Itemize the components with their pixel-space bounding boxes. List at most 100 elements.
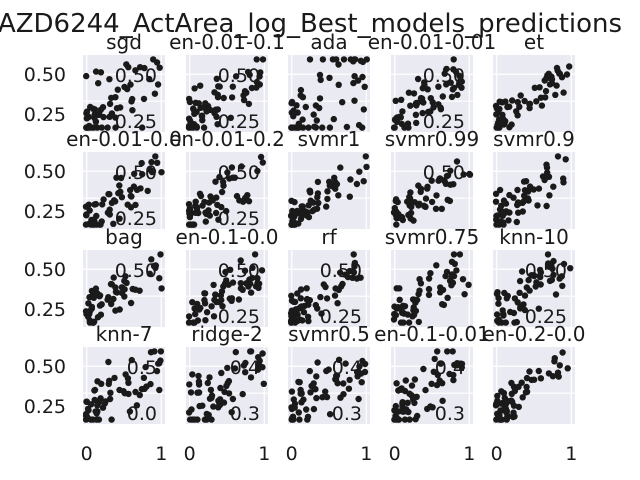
data-point — [498, 207, 505, 215]
x-tick-label: 1 — [155, 443, 167, 465]
data-point — [309, 207, 316, 215]
data-point — [513, 318, 520, 326]
data-point — [438, 205, 445, 212]
data-point — [192, 209, 199, 216]
data-point — [211, 89, 218, 96]
panel-title: en-0.01-0.0 — [66, 127, 182, 151]
data-point — [535, 305, 542, 312]
data-point — [196, 190, 204, 197]
data-point — [541, 176, 548, 184]
data-point — [156, 360, 163, 367]
data-point — [411, 296, 418, 303]
data-point — [96, 302, 104, 309]
data-point — [314, 190, 322, 197]
data-point — [106, 395, 114, 403]
data-point — [110, 274, 117, 281]
data-point — [393, 380, 400, 387]
data-point — [346, 193, 353, 200]
data-point — [228, 409, 235, 416]
panel-title: en-0.01-0.01 — [368, 30, 496, 54]
data-point — [499, 399, 507, 406]
data-point — [216, 396, 224, 403]
panel-y-tick-label: 0.50 — [218, 65, 260, 87]
data-point — [192, 202, 199, 210]
data-point — [516, 289, 523, 296]
data-point — [323, 203, 330, 210]
data-point — [205, 199, 213, 206]
data-point — [332, 285, 339, 292]
data-point — [404, 399, 411, 406]
data-point — [113, 174, 120, 181]
data-point — [525, 276, 532, 284]
data-point — [552, 91, 559, 99]
data-point — [450, 376, 457, 384]
data-point — [417, 94, 425, 102]
data-point — [503, 295, 510, 302]
data-point — [153, 367, 161, 375]
data-point — [303, 285, 310, 292]
data-point — [139, 171, 146, 178]
data-point — [536, 266, 544, 274]
data-point — [543, 164, 551, 171]
data-point — [324, 195, 331, 203]
data-point — [212, 106, 219, 113]
data-point — [537, 375, 545, 382]
data-point — [138, 159, 145, 167]
data-point — [206, 374, 213, 381]
data-point — [117, 174, 125, 182]
data-point — [560, 179, 567, 186]
data-point — [359, 357, 366, 365]
data-point — [493, 401, 501, 408]
data-point — [116, 215, 123, 222]
data-point — [513, 108, 520, 115]
data-point — [417, 185, 425, 192]
panel-y-tick-label: 0.50 — [423, 65, 465, 87]
data-point — [243, 280, 250, 287]
data-point — [508, 379, 515, 387]
data-point — [340, 56, 348, 63]
data-point — [428, 380, 435, 387]
y-tick-label: 0.50 — [24, 161, 66, 183]
data-point — [203, 108, 210, 115]
data-point — [314, 359, 321, 366]
panel-y-tick-label: 0.3 — [332, 403, 362, 425]
data-point — [255, 284, 262, 291]
data-point — [544, 251, 552, 258]
data-point — [147, 380, 154, 388]
data-point — [222, 268, 229, 276]
panel-y-tick-label: 0.50 — [115, 162, 157, 184]
data-point — [229, 395, 237, 403]
data-point — [554, 369, 562, 376]
data-point — [356, 363, 363, 370]
data-point — [125, 379, 132, 386]
data-point — [291, 306, 299, 314]
data-point — [408, 203, 415, 211]
figure-title: AZD6244_ActArea_log_Best_models_predicti… — [0, 9, 622, 39]
data-point — [450, 371, 457, 379]
data-point — [83, 108, 91, 115]
data-point — [240, 362, 248, 369]
data-point — [345, 385, 353, 392]
data-point — [412, 307, 420, 315]
data-point — [494, 392, 501, 400]
data-point — [550, 271, 557, 279]
data-point — [329, 183, 336, 190]
data-point — [185, 313, 193, 320]
data-point — [241, 88, 249, 95]
data-point — [123, 279, 130, 287]
data-point — [147, 349, 155, 356]
data-point — [195, 378, 203, 385]
scatter-panel-15: knn-10 0.50 0.25 — [493, 225, 575, 328]
data-point — [422, 195, 430, 202]
data-point — [392, 116, 399, 123]
data-point — [434, 348, 441, 355]
data-point — [86, 124, 93, 131]
data-point — [515, 403, 522, 411]
data-point — [509, 413, 517, 421]
data-point — [413, 393, 420, 400]
data-point — [105, 294, 112, 301]
data-point — [516, 277, 524, 285]
data-point — [496, 98, 503, 105]
data-point — [297, 215, 305, 223]
data-point — [208, 394, 215, 401]
